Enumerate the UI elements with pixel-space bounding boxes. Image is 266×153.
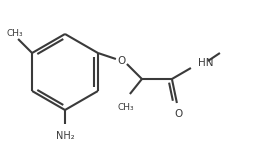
- Text: O: O: [118, 56, 126, 66]
- Text: NH₂: NH₂: [56, 131, 74, 141]
- Text: CH₃: CH₃: [7, 28, 23, 37]
- Text: O: O: [175, 109, 183, 119]
- Text: CH₃: CH₃: [118, 103, 134, 112]
- Text: HN: HN: [198, 58, 213, 68]
